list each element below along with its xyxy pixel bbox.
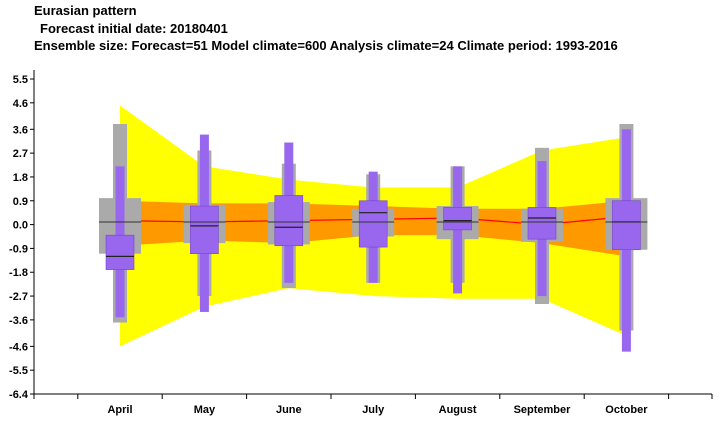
month-box-group-july (352, 171, 395, 283)
y-tick-label: -0.9 (9, 243, 28, 255)
y-tick-label: 0.0 (13, 220, 28, 232)
forecast-box (190, 205, 219, 255)
x-tick-label-august: August (439, 404, 477, 416)
forecast-box (358, 200, 388, 248)
forecast-box (527, 207, 557, 240)
x-tick-label-july: July (362, 404, 385, 416)
y-tick-label: 0.9 (13, 196, 28, 208)
forecast-initial-date: Forecast initial date: 20180401 (40, 21, 228, 36)
x-tick-label-april: April (107, 404, 132, 416)
x-tick-label-may: May (194, 404, 216, 416)
forecast-box (105, 234, 135, 270)
month-box-group-august (436, 166, 479, 294)
forecast-box (612, 200, 641, 251)
ensemble-size-info: Ensemble size: Forecast=51 Model climate… (34, 38, 618, 53)
chart-title: Eurasian pattern (34, 3, 137, 18)
y-tick-label: 5.5 (13, 74, 28, 86)
y-tick-label: 2.7 (13, 148, 28, 160)
y-tick-label: 1.8 (13, 172, 28, 184)
y-tick-label: -5.5 (9, 365, 28, 377)
x-tick-label-june: June (276, 404, 302, 416)
month-box-group-may (183, 134, 226, 312)
y-tick-label: 4.6 (13, 98, 28, 110)
x-tick-label-october: October (605, 404, 648, 416)
x-tick-label-september: September (514, 404, 572, 416)
forecast-box (274, 195, 304, 247)
forecast-box (443, 207, 472, 231)
month-box-group-april (99, 124, 141, 323)
y-tick-label: -2.7 (9, 291, 28, 303)
month-box-group-june (267, 142, 310, 289)
month-box-group-october (605, 124, 648, 352)
y-tick-label: -1.8 (9, 267, 28, 279)
y-tick-label: -3.6 (9, 315, 28, 327)
month-box-group-september (521, 147, 563, 304)
y-tick-label: -6.4 (9, 389, 29, 401)
y-tick-label: 3.6 (13, 124, 28, 136)
y-tick-label: -4.6 (9, 341, 28, 353)
